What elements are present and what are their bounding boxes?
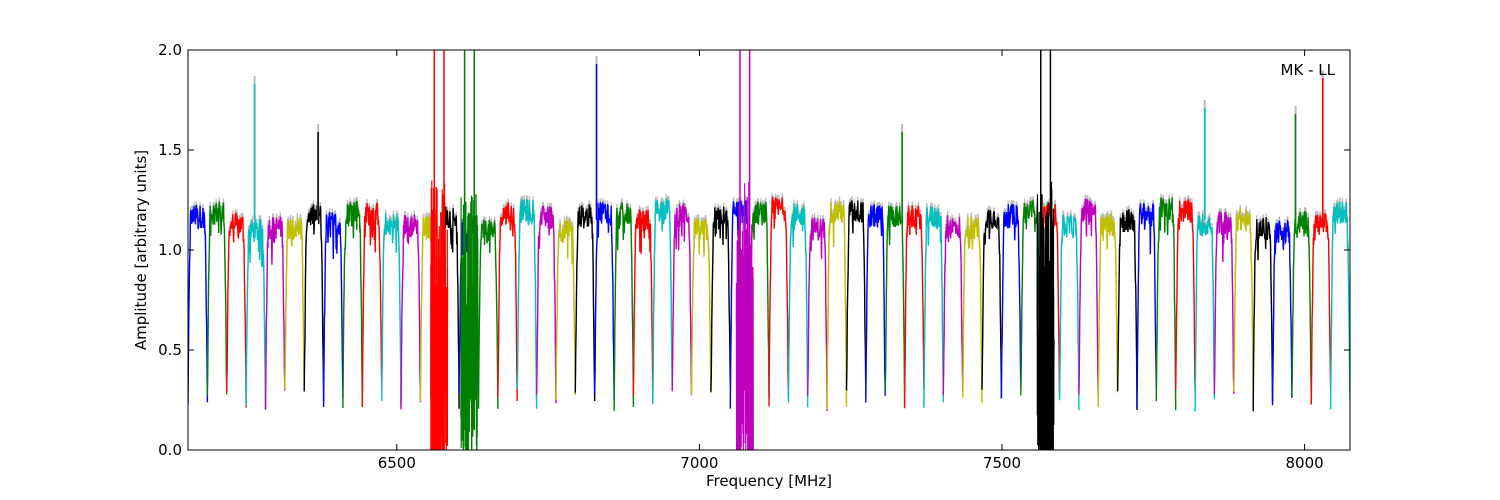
band-series-line [322, 212, 344, 408]
rfi-burst [1036, 181, 1055, 450]
band-series-line [188, 204, 209, 405]
band-series-line [807, 217, 828, 412]
band-series-line [535, 205, 557, 404]
band-series-line [632, 209, 654, 402]
band-series-line [206, 201, 228, 396]
band-series-line [942, 215, 964, 396]
x-tick-label: 7500 [983, 454, 1021, 472]
band-series-line [477, 219, 499, 409]
y-axis-label: Amplitude [arbitrary units] [132, 150, 150, 350]
band-series-line [1058, 214, 1080, 411]
band-series-line [497, 202, 518, 402]
band-series-line [826, 200, 848, 410]
band-series-line [1155, 197, 1177, 411]
x-tick-label: 7000 [680, 454, 718, 472]
band-series-line [652, 198, 673, 405]
band-series-line [1291, 210, 1312, 403]
band-series-line [1000, 204, 1022, 398]
data-layer [188, 50, 1350, 450]
rfi-burst [735, 182, 754, 450]
band-series-line [884, 205, 906, 407]
band-series-line [594, 202, 615, 401]
band-series-line [671, 203, 693, 396]
band-series-line [768, 196, 790, 407]
band-shadow-line [477, 215, 499, 405]
band-series-line [264, 216, 286, 410]
band-series-line [1194, 213, 1216, 412]
band-series-line [574, 203, 596, 402]
band-series-line [555, 219, 576, 401]
band-series-line [981, 209, 1003, 399]
band-series-line [865, 204, 886, 403]
band-series-line [1136, 203, 1158, 408]
band-series-line [1097, 213, 1119, 408]
rfi-burst [460, 190, 479, 450]
y-tick-label: 1.0 [158, 241, 182, 259]
y-tick-label: 0.0 [158, 441, 182, 459]
band-series-line [1078, 198, 1099, 400]
band-series-line [516, 198, 538, 409]
rfi-burst [430, 180, 449, 450]
band-series-line [845, 200, 867, 397]
band-series-line [1233, 208, 1254, 409]
x-axis-label: Frequency [MHz] [706, 472, 832, 490]
band-shadow-line [942, 211, 964, 392]
band-shadow-line [632, 205, 654, 398]
y-tick-label: 2.0 [158, 41, 182, 59]
band-series-line [923, 206, 944, 408]
band-series-line [245, 219, 267, 410]
y-tick-label: 1.5 [158, 141, 182, 159]
band-series-line [1252, 216, 1274, 412]
station-annotation: MK - LL [1281, 61, 1336, 79]
band-series-line [903, 205, 925, 409]
band-series-line [690, 217, 712, 396]
band-series-line [342, 200, 363, 409]
band-series-line [381, 213, 402, 406]
band-series-line [748, 201, 770, 405]
y-axis-ticks: 0.0 0.5 1.0 1.5 2.0 [158, 41, 1350, 459]
x-tick-label: 8000 [1286, 454, 1324, 472]
band-series-line [1271, 219, 1293, 406]
band-series-line [361, 202, 383, 408]
band-series-line [1175, 199, 1196, 393]
band-series-line [226, 212, 247, 408]
band-shadow-line [768, 192, 789, 403]
band-series-line [1329, 201, 1350, 410]
x-tick-label: 6500 [378, 454, 416, 472]
band-series-line [400, 214, 422, 410]
band-series-line [710, 206, 731, 392]
band-series-line [787, 203, 809, 408]
band-series-line [1310, 213, 1332, 405]
band-series-line [962, 215, 983, 404]
x-axis-ticks: 6500 7000 7500 8000 [378, 50, 1324, 472]
band-series-line [1116, 209, 1138, 411]
band-series-line [613, 202, 635, 412]
band-series-line [1213, 210, 1235, 394]
band-series-line [303, 204, 325, 402]
y-tick-label: 0.5 [158, 341, 182, 359]
band-series-line [284, 216, 305, 391]
